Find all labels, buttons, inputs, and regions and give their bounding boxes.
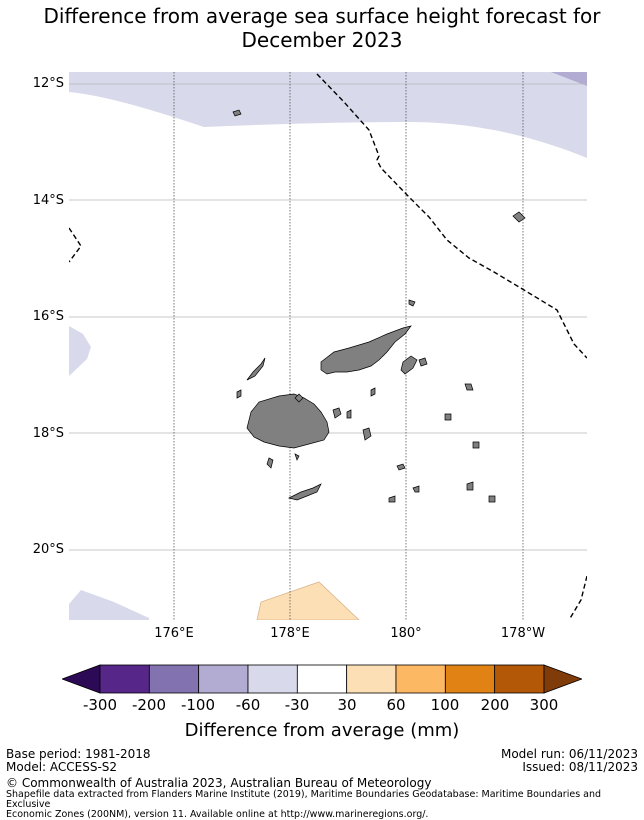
shapefile-credit: Shapefile data extracted from Flanders M… [6,790,642,820]
meridians [173,72,524,620]
title-line-1: Difference from average sea surface heig… [43,4,601,28]
colorbar-tick: 100 [430,696,460,714]
colorbar-cell [247,664,298,694]
taveuni-island [400,355,418,375]
colorbar [62,664,582,694]
colorbar-cell [198,664,249,694]
colorbar-cell [148,664,200,694]
anomaly-region-bottom [256,581,360,620]
colorbar-tick: -60 [235,696,261,714]
colorbar-label: Difference from average (mm) [184,720,460,741]
colorbar-extend-high [543,664,582,694]
lat-label-20s: 20°S [32,542,64,557]
colorbar-ticks: -300 -200 -100 -60 -30 30 60 100 200 300 [0,696,644,716]
yasawa-islands [246,357,266,381]
colorbar-extend-low [62,664,101,694]
colorbar-tick: -30 [284,696,310,714]
colorbar-cell [346,664,397,694]
title-line-2: December 2023 [241,28,403,52]
anomaly-region-left [69,326,91,376]
anomaly-region-bottom-left [69,590,149,620]
vanua-levu-island [320,325,412,375]
maritime-boundary [69,73,587,620]
anomaly-region-top-right [551,72,587,86]
shapefile-credit-line-1: Shapefile data extracted from Flanders M… [6,789,602,810]
colorbar-tick: -300 [82,696,118,714]
lon-label-178w: 178°W [500,626,546,641]
base-period: Base period: 1981-2018 [6,747,151,761]
lat-label-18s: 18°S [32,426,64,441]
lon-label-176e: 176°E [154,626,194,641]
colorbar-tick: 30 [337,696,357,714]
colorbar-tick: 60 [386,696,406,714]
islands [232,109,526,503]
lon-label-180: 180° [390,626,422,641]
sea-height-map [69,72,587,620]
colorbar-tick: -200 [131,696,167,714]
colorbar-tick: -100 [180,696,216,714]
lat-label-16s: 16°S [32,309,64,324]
copyright: © Commonwealth of Australia 2023, Austra… [6,776,432,790]
colorbar-tick: 200 [480,696,510,714]
colorbar-cell [444,664,496,694]
colorbar-tick: 300 [529,696,559,714]
shapefile-credit-line-2: Economic Zones (200NM), version 11. Avai… [6,809,429,820]
lat-label-12s: 12°S [32,76,64,91]
colorbar-cell [99,664,150,694]
map-title: Difference from average sea surface heig… [0,4,644,52]
model-run: Model run: 06/11/2023 [500,747,638,761]
viti-levu-island [246,393,330,449]
model-name: Model: ACCESS-S2 [6,760,118,774]
colorbar-cell [395,664,446,694]
kadavu-island [287,483,322,501]
colorbar-cell [494,664,545,694]
anomaly-region-top [69,72,587,158]
ocean-background [69,72,587,620]
lat-label-14s: 14°S [32,193,64,208]
issued-date: Issued: 08/11/2023 [522,760,638,774]
lon-label-178e: 178°E [270,626,310,641]
colorbar-cell [296,664,348,694]
